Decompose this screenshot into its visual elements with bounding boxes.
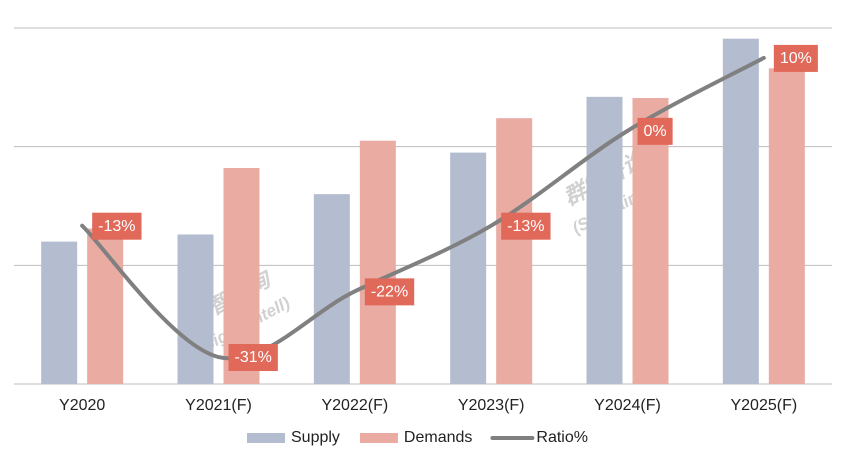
bar — [359, 140, 396, 384]
legend-swatch — [359, 433, 398, 443]
data-label: -13% — [98, 218, 135, 235]
data-label: 0% — [644, 123, 667, 140]
data-label-box — [637, 117, 673, 145]
data-label: -31% — [235, 349, 272, 366]
bar — [496, 118, 533, 384]
legend-label: Demands — [404, 429, 472, 446]
data-label-box — [501, 212, 551, 240]
x-tick-label: Y2024(F) — [594, 397, 661, 414]
data-label-box — [773, 44, 818, 72]
bar — [450, 152, 487, 384]
data-label: -22% — [371, 284, 408, 301]
bar — [722, 38, 759, 385]
bar — [632, 98, 669, 384]
data-label: 10% — [780, 50, 812, 67]
x-tick-label: Y2022(F) — [321, 397, 388, 414]
data-label-box — [228, 344, 278, 372]
legend-label: Supply — [291, 429, 340, 446]
data-label-box — [92, 212, 142, 240]
legend-label: Ratio% — [536, 429, 588, 446]
bar — [313, 194, 350, 384]
x-tick-label: Y2025(F) — [730, 397, 797, 414]
bar — [41, 241, 78, 384]
x-tick-label: Y2023(F) — [458, 397, 525, 414]
bar — [177, 234, 214, 384]
legend-swatch — [247, 433, 285, 443]
bar — [768, 68, 805, 384]
x-tick-label: Y2021(F) — [185, 397, 252, 414]
data-label-box — [364, 278, 415, 306]
x-tick-label: Y2020 — [59, 397, 105, 414]
data-label: -13% — [507, 218, 544, 235]
